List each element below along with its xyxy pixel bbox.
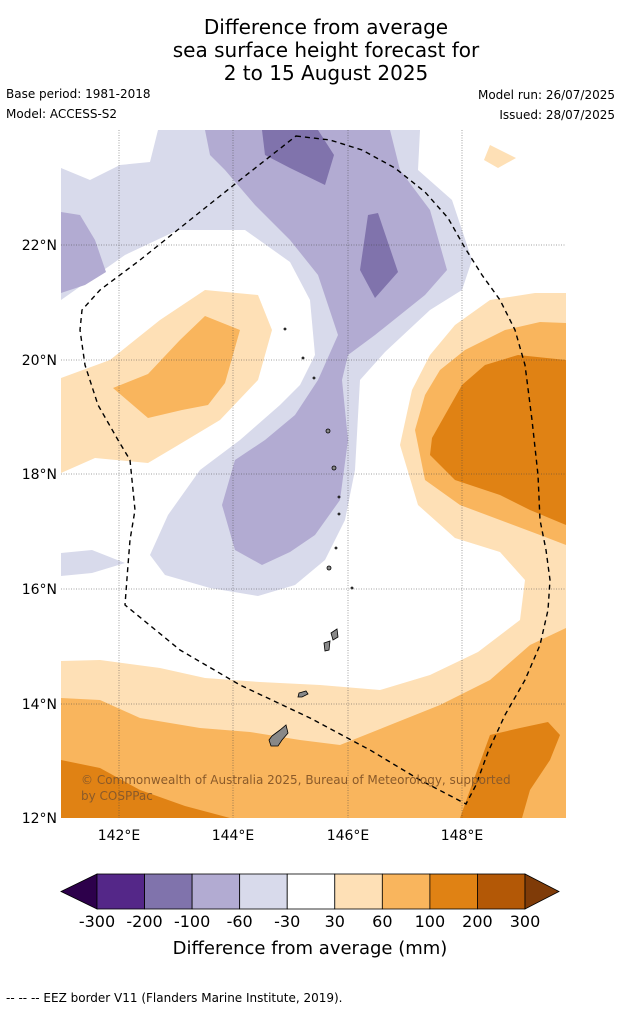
land-islands <box>268 327 354 747</box>
colorbar-swatch <box>334 873 383 910</box>
islet-7 <box>283 327 287 331</box>
colorbar-tick-label: 100 <box>415 912 446 931</box>
rota-island <box>297 690 309 698</box>
contour-neg-100-200 <box>262 130 334 185</box>
lon-label-144e: 144°E <box>212 828 255 844</box>
contour-neg-30-60-west <box>61 550 125 576</box>
lat-label-12n: 12°N <box>22 811 57 827</box>
copyright-line-1: © Commonwealth of Australia 2025, Bureau… <box>81 773 511 787</box>
colorbar-tick-label: 200 <box>462 912 493 931</box>
eez-border <box>79 135 551 805</box>
lon-axis: 142°E 144°E 146°E 148°E <box>98 828 484 844</box>
contour-neg-100-200-b <box>360 213 398 298</box>
contour-pos-60-100-west <box>113 316 240 418</box>
chart-title: Difference from average sea surface heig… <box>0 16 621 85</box>
issued-text: Issued: 28/07/2025 <box>499 108 615 122</box>
colorbar-tick-label: 60 <box>372 912 392 931</box>
islet-10 <box>337 512 341 516</box>
lat-label-18n: 18°N <box>22 467 57 483</box>
colorbar-tick-label: -200 <box>126 912 162 931</box>
contour-pos-100-200-east <box>430 355 566 525</box>
map-panel <box>61 130 566 818</box>
eez-footnote: -- -- -- EEZ border V11 (Flanders Marine… <box>6 991 343 1005</box>
colorbar-swatch <box>191 873 241 910</box>
colorbar-swatch <box>286 873 336 910</box>
colorbar-title: Difference from average (mm) <box>173 938 448 959</box>
colorbar-swatch <box>96 873 145 910</box>
contour-neg-60-100-west <box>61 212 106 293</box>
lat-label-20n: 20°N <box>22 353 57 369</box>
colorbar-extend-low <box>60 873 98 910</box>
colorbar: -300 -200 -100 -60 -30 30 60 100 200 300 <box>60 873 560 931</box>
base-period-text: Base period: 1981-2018 <box>6 87 151 101</box>
contour-pos-100-200-southeast <box>460 722 560 818</box>
colorbar-swatch <box>477 873 526 910</box>
gridlines <box>61 130 566 818</box>
islet-3 <box>326 565 332 571</box>
lat-label-14n: 14°N <box>22 697 57 713</box>
colorbar-extend-high <box>524 873 560 910</box>
lat-axis: 22°N 20°N 18°N 16°N 14°N 12°N <box>22 238 57 827</box>
title-line-3: 2 to 15 August 2025 <box>223 61 429 85</box>
colorbar-tick-label: -60 <box>227 912 253 931</box>
lon-label-146e: 146°E <box>327 828 370 844</box>
colorbar-swatch <box>429 873 478 910</box>
tinian-island <box>323 640 331 652</box>
model-text: Model: ACCESS-S2 <box>6 107 118 121</box>
title-line-1: Difference from average <box>203 15 449 39</box>
guam-island <box>268 724 289 747</box>
copyright-line-2: by COSPPac <box>81 789 153 803</box>
colorbar-tick-label: -300 <box>79 912 115 931</box>
islet-9 <box>350 586 354 590</box>
colorbar-tick-label: 300 <box>510 912 541 931</box>
title-line-2: sea surface height forecast for <box>172 38 480 62</box>
contour-pos-100-200-south <box>61 760 230 818</box>
colorbar-swatch <box>239 873 288 910</box>
colorbar-swatch <box>381 873 431 910</box>
islet-5 <box>312 376 316 380</box>
lon-label-148e: 148°E <box>441 828 484 844</box>
islet-8 <box>334 546 338 550</box>
islet-2 <box>331 465 337 471</box>
colorbar-tick-label: 30 <box>325 912 345 931</box>
islet-1 <box>325 428 331 434</box>
islet-6 <box>301 356 305 360</box>
islet-4 <box>337 495 341 499</box>
lon-label-142e: 142°E <box>98 828 141 844</box>
colorbar-tick-label: -30 <box>274 912 300 931</box>
contour-pos-30-60-ne <box>484 145 516 168</box>
lat-label-22n: 22°N <box>22 238 57 254</box>
model-run-text: Model run: 26/07/2025 <box>477 88 615 102</box>
saipan-island <box>330 628 339 641</box>
colorbar-tick-label: -100 <box>174 912 210 931</box>
lat-label-16n: 16°N <box>22 582 57 598</box>
colorbar-swatch <box>144 873 193 910</box>
contour-fills <box>61 130 566 818</box>
